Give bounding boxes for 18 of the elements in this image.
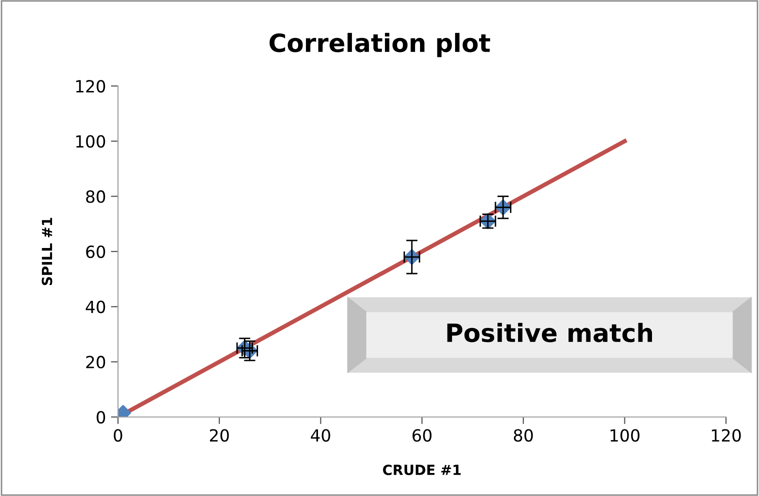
y-tick-label: 100 xyxy=(76,135,106,148)
y-tick-label: 20 xyxy=(86,356,106,368)
y-tick-label: 60 xyxy=(86,245,106,258)
x-axis-title: CRUDE #1 xyxy=(383,464,461,476)
y-tick-label: 80 xyxy=(86,190,106,203)
y-axis-title: SPILL #1 xyxy=(42,218,52,286)
x-tick-label: 120 xyxy=(712,429,741,442)
y-tick-label: 120 xyxy=(76,80,106,93)
x-tick-label: 0 xyxy=(114,429,122,442)
y-tick-label: 0 xyxy=(96,410,106,424)
annotation: Positive match xyxy=(447,322,652,342)
x-tick-label: 100 xyxy=(610,429,640,442)
x-tick-label: 80 xyxy=(514,429,533,442)
x-tick-label: 20 xyxy=(210,429,229,442)
x-tick-label: 40 xyxy=(310,429,330,442)
y-tick-label: 40 xyxy=(86,300,106,314)
x-tick-label: 60 xyxy=(412,429,432,442)
chart-title: Correlation plot xyxy=(270,32,490,58)
